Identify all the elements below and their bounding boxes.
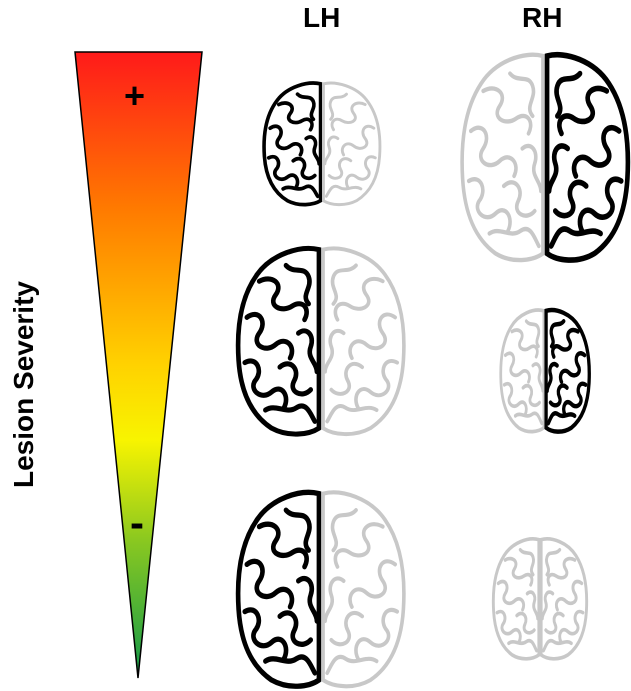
lh-brain-row-2 bbox=[238, 248, 406, 434]
lh-brain-row-3 bbox=[238, 492, 404, 686]
lesion-severity-axis-label: Lesion Severity bbox=[8, 281, 39, 488]
rh-brain-row-2 bbox=[498, 310, 590, 432]
lh-column-label: LH bbox=[303, 2, 341, 33]
severity-low-marker: - bbox=[130, 499, 144, 546]
lh-brain-row-1 bbox=[262, 81, 382, 207]
rh-brain-row-1 bbox=[462, 55, 628, 260]
rh-brain-row-3 bbox=[491, 537, 589, 661]
severity-high-marker: + bbox=[124, 75, 146, 116]
severity-gradient-triangle bbox=[74, 51, 203, 679]
rh-column-label: RH bbox=[522, 2, 563, 33]
